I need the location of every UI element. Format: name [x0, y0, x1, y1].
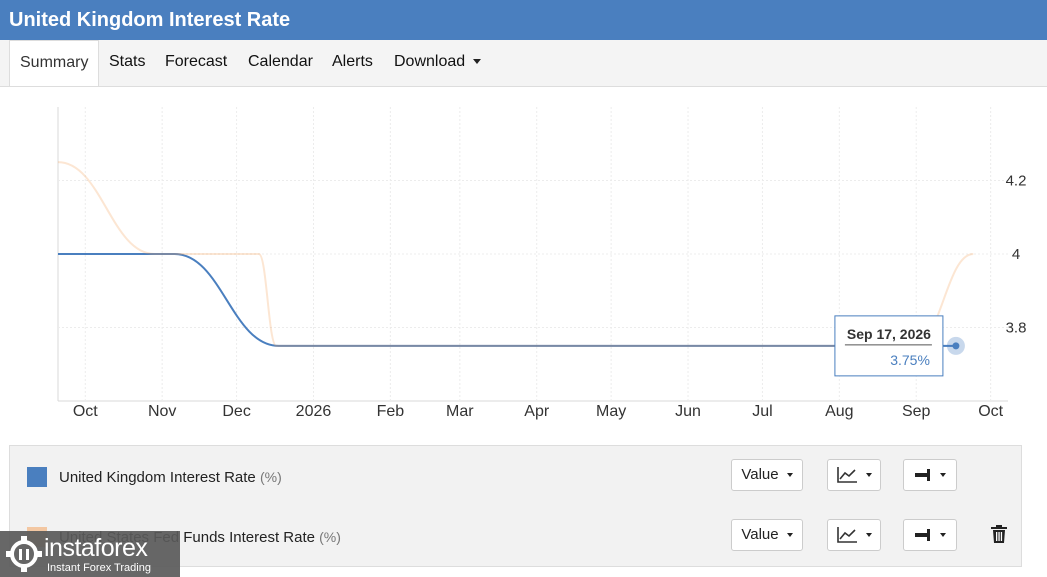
value-dropdown[interactable]: Value [731, 459, 803, 491]
line-chart[interactable]: Oct Nov Dec 2026 Feb Mar Apr May Jun Jul Aug Sep Oct… [0, 86, 1047, 445]
value-dropdown[interactable]: Value [731, 519, 803, 551]
gear-logo-icon [6, 536, 42, 572]
x-tick-label: Aug [825, 403, 853, 420]
tab-bar: Summary Stats Forecast Calendar Alerts D… [0, 40, 1047, 87]
tab-alerts[interactable]: Alerts [332, 53, 373, 70]
tooltip-value: 3.75% [890, 352, 930, 368]
watermark-brand: instaforex [44, 534, 148, 562]
tooltip-date: Sep 17, 2026 [847, 326, 931, 342]
tab-forecast[interactable]: Forecast [165, 53, 228, 70]
watermark: instaforex Instant Forex Trading [0, 531, 180, 577]
tab-download[interactable]: Download [394, 40, 482, 86]
x-tick-label: 2026 [296, 403, 332, 420]
tab-calendar[interactable]: Calendar [248, 53, 313, 70]
line-chart-icon [837, 527, 857, 543]
x-tick-label: Nov [148, 403, 176, 420]
axis-position-dropdown[interactable] [903, 459, 957, 491]
chart-type-dropdown[interactable] [827, 519, 881, 551]
y-tick-label: 4 [1012, 246, 1020, 263]
tooltip-box [834, 315, 944, 377]
y-tick-label: 4.2 [1006, 173, 1027, 190]
chevron-down-icon [473, 59, 482, 65]
x-tick-label: Jul [752, 403, 772, 420]
page-title: United Kingdom Interest Rate [9, 9, 291, 31]
x-tick-label: Apr [524, 403, 550, 420]
x-tick-label: Feb [377, 403, 405, 420]
x-tick-label: Mar [446, 403, 474, 420]
x-tick-label: Oct [73, 403, 98, 420]
x-tick-label: Dec [222, 403, 250, 420]
trash-icon[interactable] [990, 524, 1008, 544]
axis-position-icon [915, 469, 930, 482]
x-tick-label: Oct [978, 403, 1003, 420]
x-tick-label: Jun [675, 403, 701, 420]
chart-type-dropdown[interactable] [827, 459, 881, 491]
tab-stats[interactable]: Stats [109, 53, 146, 70]
y-tick-label: 3.8 [1006, 320, 1027, 337]
x-tick-label: May [596, 403, 626, 420]
watermark-tagline: Instant Forex Trading [47, 562, 151, 574]
title-bar: United Kingdom Interest Rate [0, 0, 1047, 40]
axis-position-icon [915, 529, 930, 542]
axis-position-dropdown[interactable] [903, 519, 957, 551]
series-label-uk: United Kingdom Interest Rate (%) [59, 469, 282, 486]
series-color-swatch[interactable] [27, 467, 47, 487]
tab-summary[interactable]: Summary [9, 40, 99, 86]
series-line-uk [58, 252, 956, 347]
x-tick-label: Sep [902, 403, 931, 420]
line-chart-icon [837, 467, 857, 483]
